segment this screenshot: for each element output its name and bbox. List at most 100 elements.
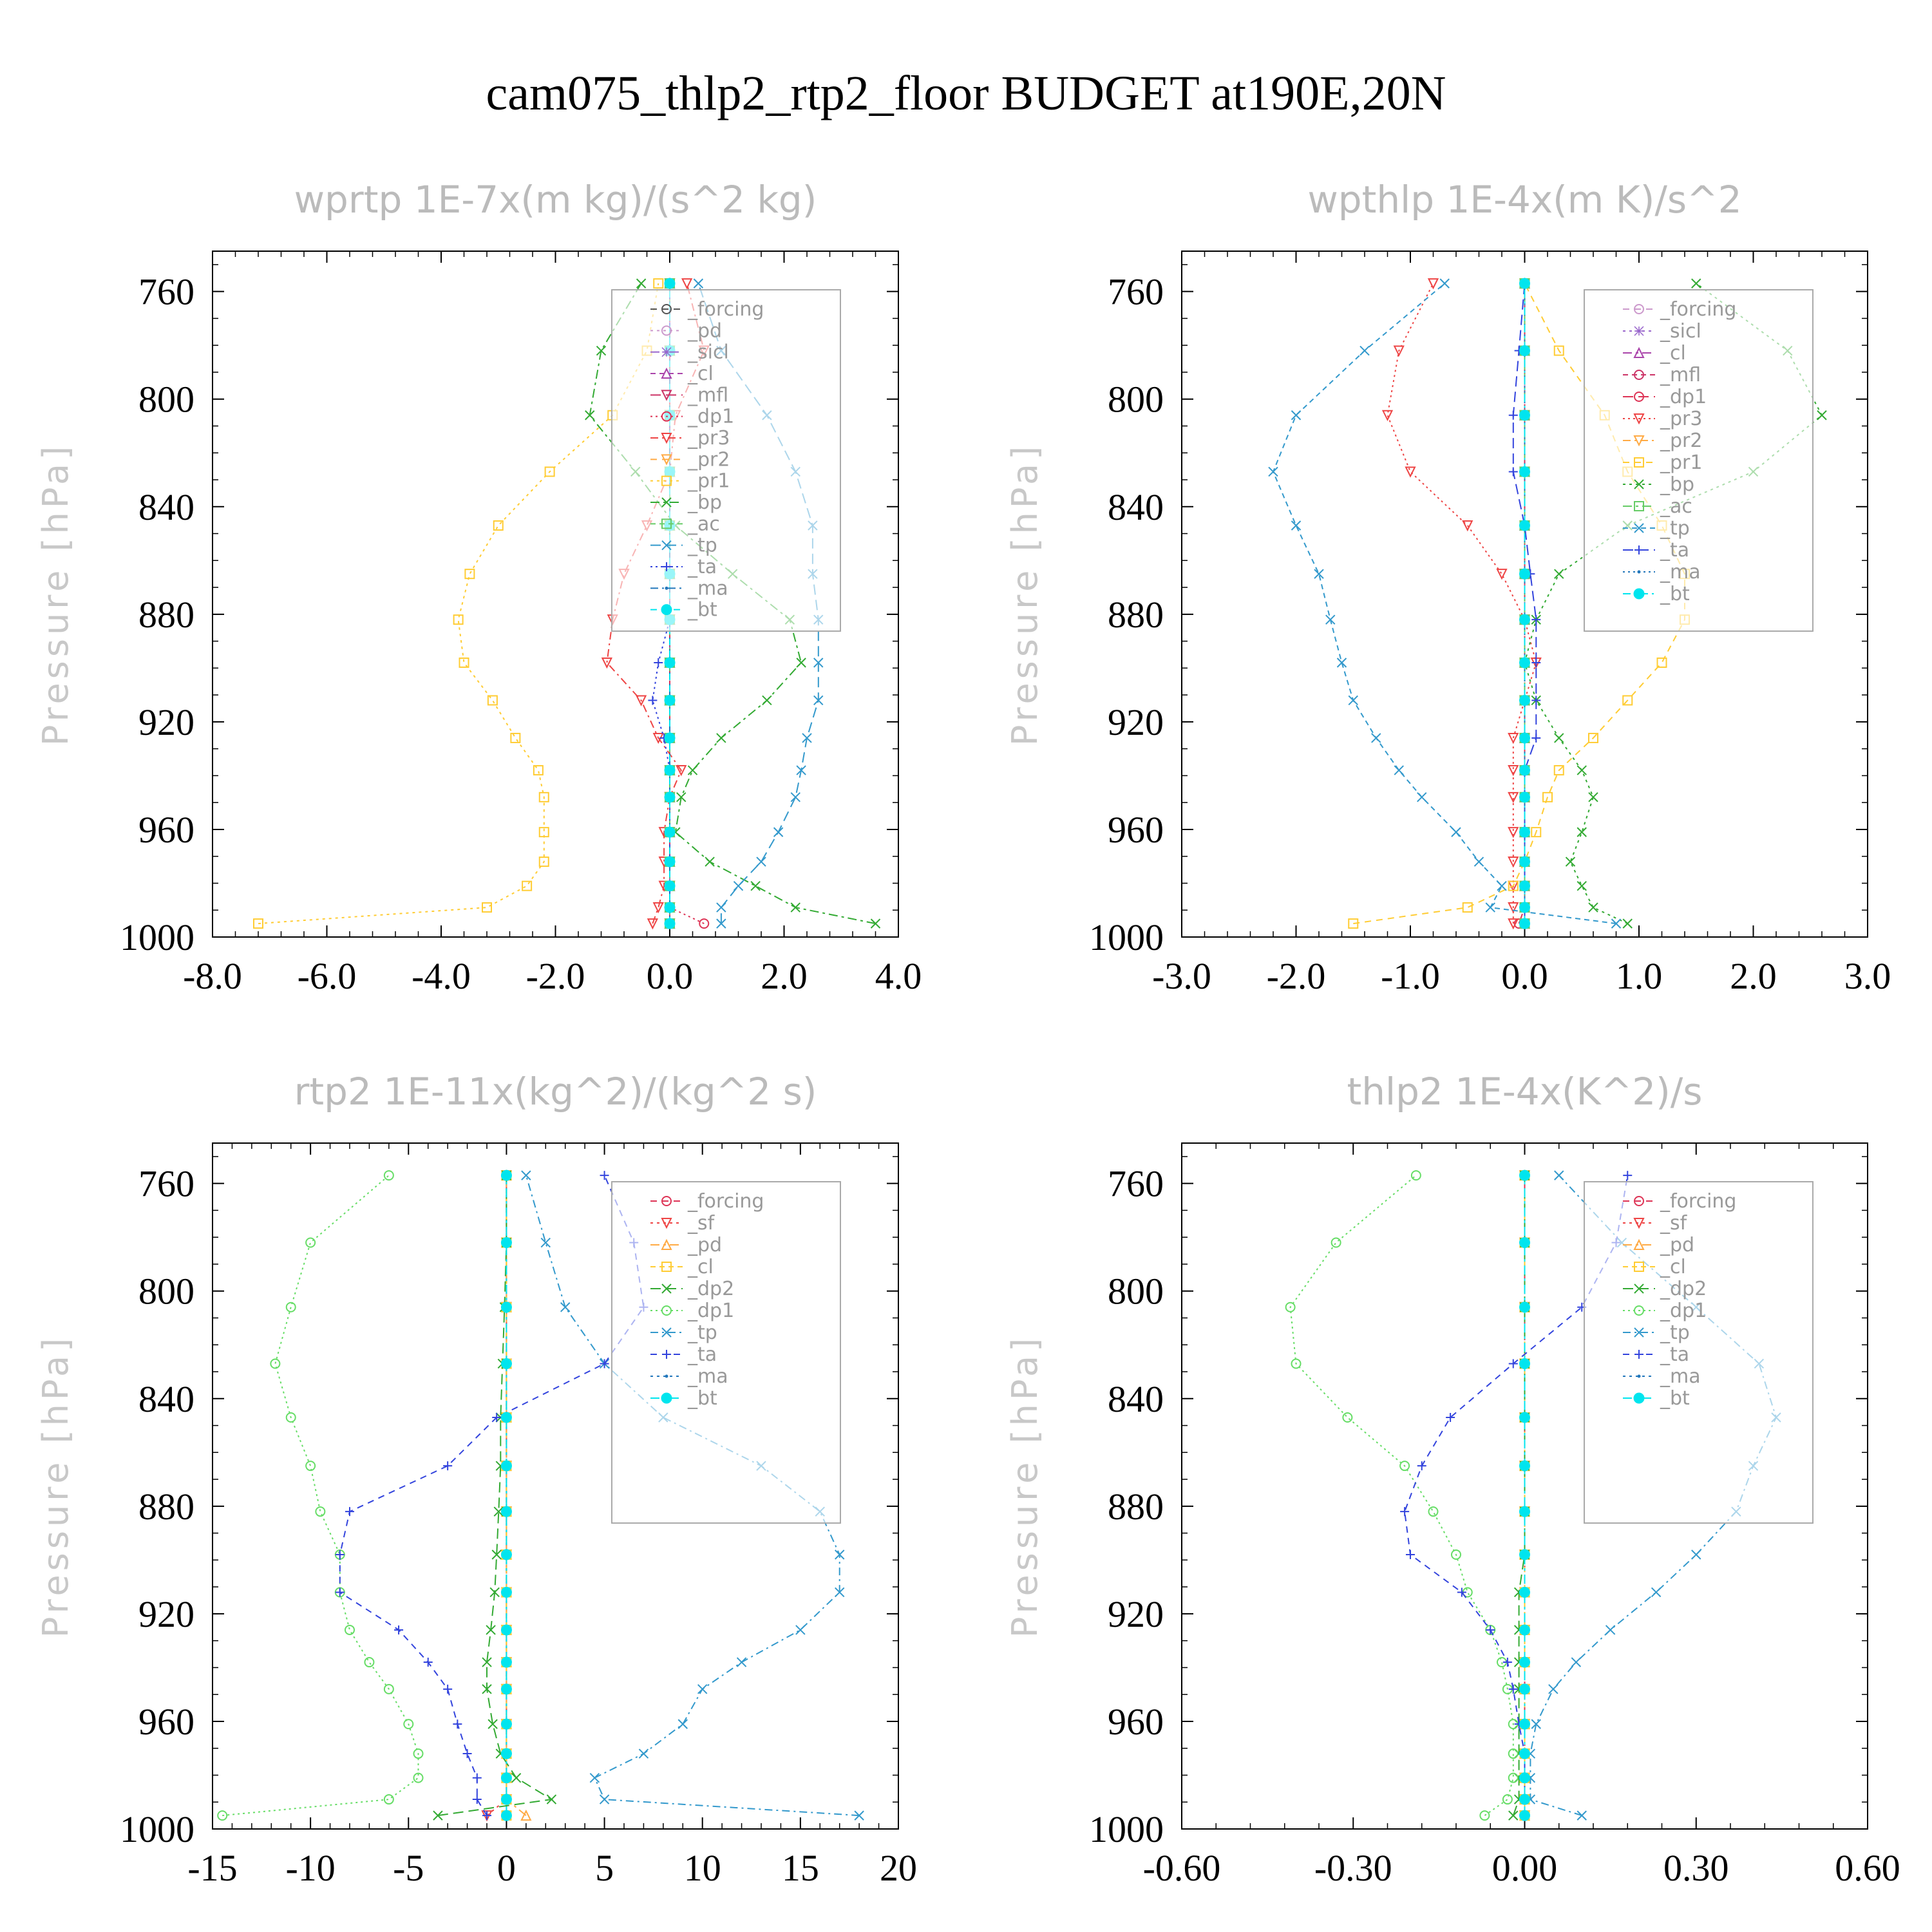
data-point-bp — [1554, 569, 1564, 579]
data-point-pr1 — [1462, 902, 1473, 913]
legend-label: _pr1 — [1660, 451, 1702, 474]
data-point-pr3 — [681, 278, 693, 290]
data-point-ta — [1406, 1550, 1415, 1559]
data-point-dp1 — [285, 1412, 296, 1423]
y-tick-label: 800 — [1108, 379, 1164, 421]
legend-label: _dp2 — [687, 1278, 734, 1300]
data-point-tp — [835, 1587, 845, 1598]
x-tick-label: -0.60 — [1143, 1847, 1221, 1889]
legend-marker — [661, 1218, 672, 1229]
legend-label: _bt — [687, 1387, 717, 1410]
data-point-dp1 — [217, 1810, 228, 1821]
data-point-bp — [676, 792, 687, 802]
legend-label: _bp — [1660, 473, 1694, 496]
legend-label: _ac — [687, 513, 720, 535]
data-point-ta — [1531, 615, 1541, 625]
data-point-bt — [1519, 1624, 1530, 1636]
y-tick-label: 1000 — [120, 1808, 194, 1850]
data-point-ta — [1457, 1587, 1466, 1597]
data-point-bt — [500, 1460, 512, 1472]
legend-marker — [661, 1262, 672, 1272]
data-point-bp — [750, 880, 761, 891]
data-point-ta — [462, 1749, 472, 1759]
panel-3: rtp2 1E-11x(kg^2)/(kg^2 s) Pressure [hPa]… — [35, 1070, 917, 1889]
data-point-bt — [1519, 657, 1530, 668]
data-point-bp — [1622, 918, 1633, 929]
data-point-bp — [687, 765, 698, 775]
legend-label: _cl — [687, 363, 714, 385]
y-tick-label: 920 — [1108, 701, 1164, 743]
data-point-tp — [1291, 520, 1302, 531]
data-point-bt — [1519, 520, 1530, 531]
data-point-pr1 — [464, 569, 475, 580]
data-point-tp — [1548, 1684, 1558, 1694]
data-point-ta — [423, 1658, 433, 1667]
data-point-tp — [1291, 410, 1302, 421]
legend-label: _forcing — [1660, 1190, 1736, 1213]
data-point-dp1 — [1410, 1170, 1421, 1181]
x-tick-label: -3.0 — [1152, 955, 1211, 997]
data-point-ta — [345, 1507, 354, 1517]
legend-marker — [662, 562, 671, 571]
data-point-tp — [716, 902, 726, 913]
legend-marker — [661, 1327, 672, 1338]
data-point-tp — [1605, 1625, 1616, 1635]
data-point-tp — [1691, 1549, 1701, 1560]
data-point-ta — [1446, 1413, 1455, 1422]
data-point-bt — [664, 694, 676, 706]
legend-marker — [661, 1196, 672, 1206]
legend-label: _bp — [687, 491, 722, 514]
legend-marker — [1634, 1305, 1644, 1316]
data-point-bt — [1519, 1748, 1530, 1759]
data-point-bt — [500, 1810, 512, 1821]
data-point-bt — [1519, 1506, 1530, 1517]
y-tick-label: 800 — [138, 379, 194, 421]
legend-marker — [1634, 304, 1644, 314]
legend-marker — [661, 1392, 672, 1404]
data-point-tp — [1485, 902, 1495, 913]
panel-title: thlp2 1E-4x(K^2)/s — [1347, 1070, 1702, 1113]
data-point-dp1 — [270, 1358, 281, 1369]
legend-marker — [1634, 545, 1643, 554]
data-point-pr1 — [533, 765, 544, 776]
data-point-tp — [521, 1170, 531, 1180]
data-point-bp — [762, 695, 772, 706]
data-point-pr1 — [487, 695, 498, 706]
legend-label: _cl — [1660, 1256, 1686, 1278]
legend-label: _bt — [1660, 1387, 1690, 1410]
data-point-pr1 — [1348, 918, 1359, 929]
data-point-tp — [1348, 695, 1358, 706]
data-point-dp1 — [315, 1506, 326, 1517]
data-point-tp — [1371, 733, 1381, 743]
data-point-bp — [636, 278, 647, 289]
data-point-tp — [813, 695, 824, 706]
x-tick-label: 15 — [782, 1847, 819, 1889]
data-point-bp — [1691, 278, 1701, 289]
y-tick-label: 960 — [138, 1701, 194, 1743]
data-point-dp1 — [364, 1657, 375, 1668]
data-point-dp2 — [488, 1719, 498, 1729]
data-point-pr3 — [1405, 466, 1416, 478]
data-point-tp — [1531, 1719, 1541, 1729]
legend-marker — [1634, 523, 1644, 533]
data-point-dp1 — [1508, 1748, 1519, 1759]
y-tick-label: 1000 — [120, 916, 194, 958]
data-point-pr1 — [253, 918, 263, 929]
legend-marker — [1634, 392, 1644, 402]
data-point-dp2 — [511, 1772, 522, 1783]
legend-marker — [661, 1305, 672, 1316]
legend-marker — [1637, 1374, 1641, 1378]
legend-marker — [661, 325, 672, 336]
data-point-bt — [1519, 1586, 1530, 1598]
data-point-pr1 — [1553, 345, 1564, 356]
legend-label: _ta — [687, 1343, 717, 1366]
y-tick-label: 760 — [1108, 271, 1164, 313]
legend-marker — [661, 1238, 672, 1250]
legend-marker — [661, 433, 672, 444]
data-point-dp1 — [1479, 1810, 1490, 1821]
x-tick-label: -0.30 — [1314, 1847, 1392, 1889]
data-point-tp — [790, 792, 800, 802]
legend-label: _dp1 — [1660, 386, 1707, 408]
legend-marker — [661, 518, 672, 529]
legend-marker — [665, 586, 668, 590]
